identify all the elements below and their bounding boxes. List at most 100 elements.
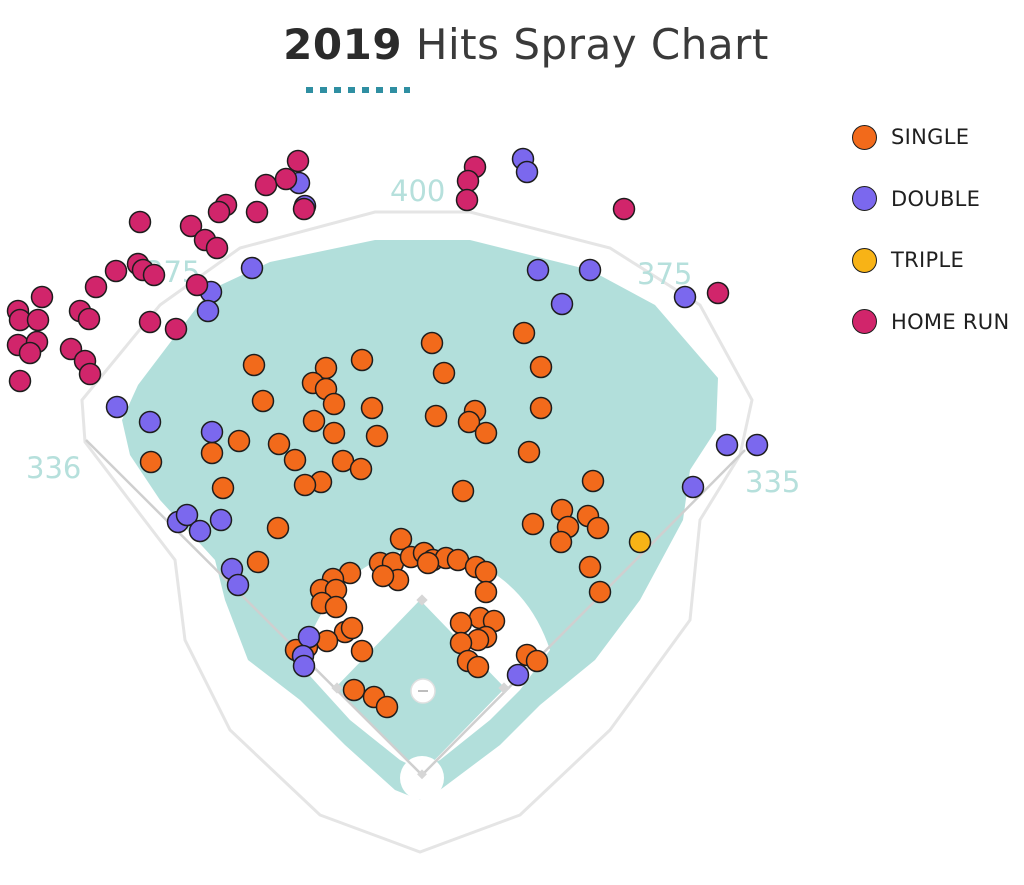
hit-point-single xyxy=(420,331,444,355)
hit-point-single xyxy=(432,361,456,385)
hit-point-single xyxy=(342,678,366,702)
legend-label-single: SINGLE xyxy=(891,125,970,149)
hit-point-single xyxy=(350,639,374,663)
home-run-marker-icon xyxy=(852,309,877,334)
pitchers-rubber xyxy=(418,690,428,692)
title-underline xyxy=(306,87,410,93)
hit-point-single xyxy=(302,409,326,433)
hit-point-double xyxy=(292,654,316,678)
hit-point-home-run xyxy=(205,236,229,260)
hit-point-double xyxy=(188,519,212,543)
hit-point-single xyxy=(424,404,448,428)
left-foul-line xyxy=(85,439,423,776)
hit-point-single xyxy=(588,580,612,604)
hit-point-double xyxy=(200,420,224,444)
hit-point-single xyxy=(512,321,536,345)
triple-marker-icon xyxy=(852,247,877,273)
distance-left-line: 336 xyxy=(26,451,81,485)
first-base xyxy=(498,682,510,694)
hit-point-home-run xyxy=(185,273,209,297)
hit-point-home-run xyxy=(254,173,278,197)
legend: SINGLE DOUBLE TRIPLE HOME RUN xyxy=(852,122,1009,368)
hit-point-home-run xyxy=(128,210,152,234)
hit-point-single xyxy=(474,560,498,584)
hit-point-single xyxy=(349,457,373,481)
right-foul-line xyxy=(421,449,746,776)
hit-point-single xyxy=(371,564,395,588)
distance-right-center: 375 xyxy=(637,257,692,291)
hits-layer xyxy=(6,147,769,719)
hit-point-double xyxy=(240,256,264,280)
distance-right-line: 335 xyxy=(745,465,800,499)
hit-point-single xyxy=(365,424,389,448)
hit-point-double xyxy=(506,663,530,687)
third-base xyxy=(331,682,343,694)
hit-point-triple xyxy=(628,530,652,554)
hit-point-home-run xyxy=(455,188,479,212)
legend-item-home-run: HOME RUN xyxy=(852,307,1009,337)
hit-point-single xyxy=(529,355,553,379)
hit-point-single xyxy=(375,695,399,719)
chart-title-text: Hits Spray Chart xyxy=(415,20,769,69)
hit-point-home-run xyxy=(274,167,298,191)
chart-title-year: 2019 xyxy=(283,20,403,69)
hit-point-single xyxy=(466,655,490,679)
hit-point-single xyxy=(324,595,348,619)
hit-point-single xyxy=(474,580,498,604)
hit-point-single xyxy=(449,611,473,635)
hit-point-single xyxy=(549,530,573,554)
hit-point-single xyxy=(251,389,275,413)
hit-point-home-run xyxy=(84,275,108,299)
hit-point-single xyxy=(200,441,224,465)
hit-point-home-run xyxy=(164,317,188,341)
hit-point-home-run xyxy=(456,169,480,193)
hit-point-home-run xyxy=(207,200,231,224)
hit-point-single xyxy=(581,469,605,493)
double-marker-icon xyxy=(852,186,877,211)
hit-point-home-run xyxy=(18,341,42,365)
hit-point-single xyxy=(227,429,251,453)
hit-point-single xyxy=(457,410,481,434)
hit-point-single xyxy=(246,550,270,574)
hit-point-home-run xyxy=(104,259,128,283)
legend-label-home-run: HOME RUN xyxy=(891,309,1010,334)
hit-point-home-run xyxy=(706,281,730,305)
single-marker-icon xyxy=(852,124,877,150)
chart-title: 2019 Hits Spray Chart xyxy=(0,20,1024,69)
second-base xyxy=(416,594,428,606)
hit-point-home-run xyxy=(612,197,636,221)
hit-point-double xyxy=(138,410,162,434)
hit-point-double xyxy=(715,433,739,457)
hit-point-single xyxy=(521,512,545,536)
hit-point-single xyxy=(266,516,290,540)
hit-point-double xyxy=(578,258,602,282)
hit-point-double xyxy=(209,508,233,532)
legend-label-double: DOUBLE xyxy=(891,186,981,211)
outfield-grass xyxy=(122,240,718,800)
hit-point-double xyxy=(681,475,705,499)
hit-point-single xyxy=(293,473,317,497)
legend-item-double: DOUBLE xyxy=(852,184,1009,214)
hit-point-double xyxy=(550,292,574,316)
hit-point-single xyxy=(389,527,413,551)
hit-point-double xyxy=(226,573,250,597)
legend-label-triple: TRIPLE xyxy=(891,248,965,272)
hit-point-single xyxy=(350,348,374,372)
hit-point-home-run xyxy=(292,197,316,221)
hit-point-double xyxy=(196,299,220,323)
hit-point-single xyxy=(322,392,346,416)
legend-item-single: SINGLE xyxy=(852,122,1009,152)
hit-point-double xyxy=(745,433,769,457)
hit-point-single xyxy=(139,450,163,474)
hit-point-single xyxy=(416,551,440,575)
hit-point-home-run xyxy=(179,214,203,238)
hit-point-home-run xyxy=(77,307,101,331)
hit-point-double xyxy=(297,625,321,649)
distance-center: 400 xyxy=(390,174,445,208)
hit-point-single xyxy=(322,421,346,445)
hit-point-single xyxy=(283,448,307,472)
hit-point-home-run xyxy=(30,285,54,309)
hit-point-double xyxy=(515,160,539,184)
hit-point-single xyxy=(578,555,602,579)
hit-point-double xyxy=(673,285,697,309)
